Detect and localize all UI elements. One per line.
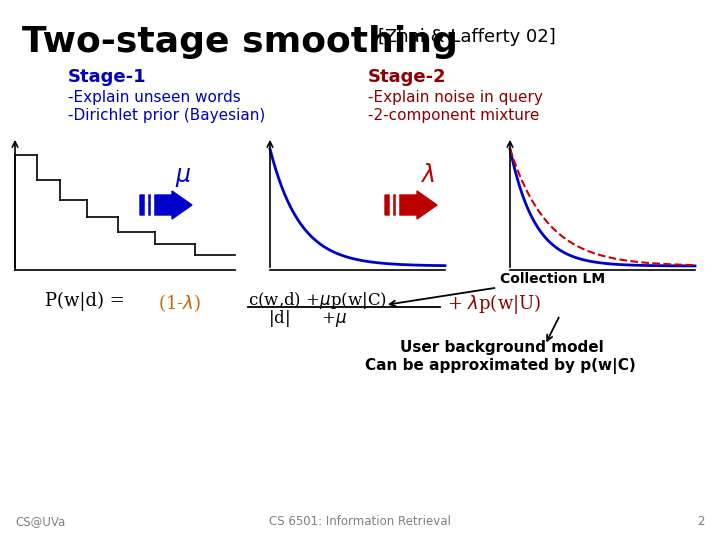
Text: |d|      +$\mu$: |d| +$\mu$ (268, 308, 347, 329)
Text: Two-stage smoothing: Two-stage smoothing (22, 25, 458, 59)
Text: c(w,d) +$\mu$p(w|C): c(w,d) +$\mu$p(w|C) (248, 290, 387, 311)
Text: CS@UVa: CS@UVa (15, 515, 66, 528)
Text: 2: 2 (698, 515, 705, 528)
Text: Collection LM: Collection LM (390, 272, 605, 306)
Text: λ: λ (421, 163, 435, 187)
Text: Stage-2: Stage-2 (368, 68, 446, 86)
Text: User background model: User background model (400, 340, 604, 355)
Text: -Explain noise in query: -Explain noise in query (368, 90, 543, 105)
Text: (1-$\lambda$): (1-$\lambda$) (158, 292, 201, 314)
FancyArrow shape (385, 191, 437, 219)
Text: + $\lambda$p(w|U): + $\lambda$p(w|U) (447, 292, 541, 316)
Text: -Explain unseen words: -Explain unseen words (68, 90, 240, 105)
Text: μ: μ (176, 163, 191, 187)
FancyArrow shape (140, 191, 192, 219)
Text: -Dirichlet prior (Bayesian): -Dirichlet prior (Bayesian) (68, 108, 265, 123)
Text: Stage-1: Stage-1 (68, 68, 147, 86)
Text: P(w|d) =: P(w|d) = (45, 292, 130, 311)
Text: Can be approximated by p(w|C): Can be approximated by p(w|C) (365, 358, 636, 374)
Text: -2-component mixture: -2-component mixture (368, 108, 539, 123)
Text: CS 6501: Information Retrieval: CS 6501: Information Retrieval (269, 515, 451, 528)
Text: [Zhai & Lafferty 02]: [Zhai & Lafferty 02] (378, 28, 556, 46)
